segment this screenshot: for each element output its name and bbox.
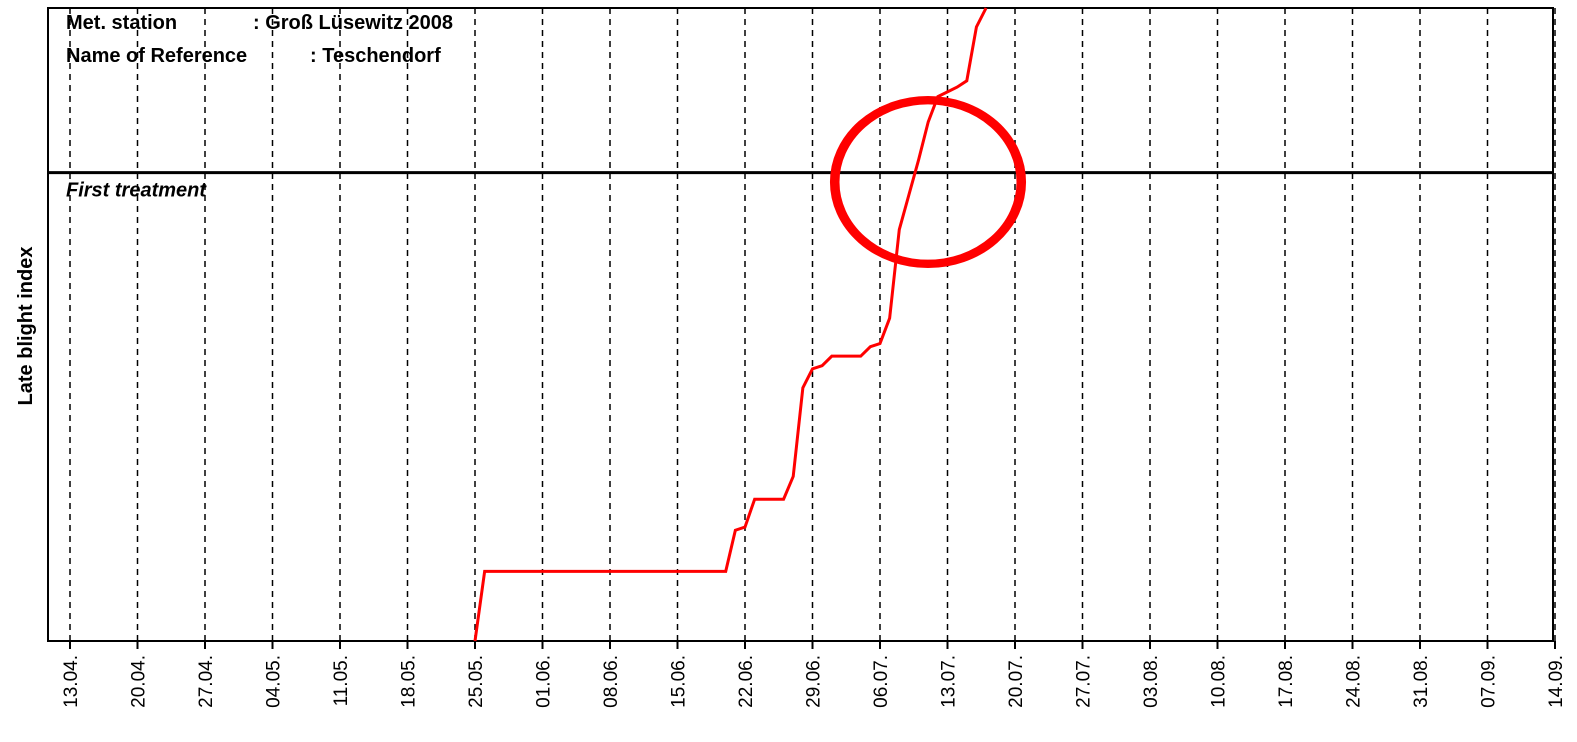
x-tick-label: 10.08.	[1209, 655, 1230, 708]
x-tick-label: 22.06.	[736, 655, 757, 708]
x-tick-label: 07.09.	[1479, 655, 1500, 708]
x-tick-label: 31.08.	[1411, 655, 1432, 708]
x-tick-label: 14.09.	[1546, 655, 1567, 708]
x-tick-label: 11.05.	[331, 655, 352, 706]
x-tick-label: 01.06.	[534, 655, 555, 708]
x-tick-label: 03.08.	[1141, 655, 1162, 708]
x-tick-label: 24.08.	[1344, 655, 1365, 708]
x-tick-label: 08.06.	[601, 655, 622, 708]
x-tick-label: 20.07.	[1006, 655, 1027, 708]
x-tick-label: 13.07.	[939, 655, 960, 708]
x-tick-label: 25.05.	[466, 655, 487, 708]
info-value: : Teschendorf	[310, 45, 441, 67]
x-tick-label: 20.04.	[129, 655, 150, 708]
x-tick-label: 15.06.	[669, 655, 690, 708]
info-key: Met. station	[66, 12, 177, 34]
x-tick-label: 27.04.	[196, 655, 217, 708]
x-tick-label: 17.08.	[1276, 655, 1297, 708]
highlight-circle	[829, 95, 1027, 269]
info-value: : Groß Lüsewitz 2008	[253, 12, 453, 34]
x-tick-label: 29.06.	[804, 655, 825, 708]
x-tick-label: 18.05.	[399, 655, 420, 708]
x-tick-label: 06.07.	[871, 655, 892, 708]
threshold-label: First treatment	[66, 180, 207, 202]
x-tick-label: 04.05.	[264, 655, 285, 708]
plot-frame	[47, 7, 1554, 642]
x-tick-label: 13.04.	[61, 655, 82, 708]
info-key: Name of Reference	[66, 45, 247, 67]
y-axis-label: Late blight index	[15, 247, 37, 406]
x-tick-label: 27.07.	[1074, 655, 1095, 708]
